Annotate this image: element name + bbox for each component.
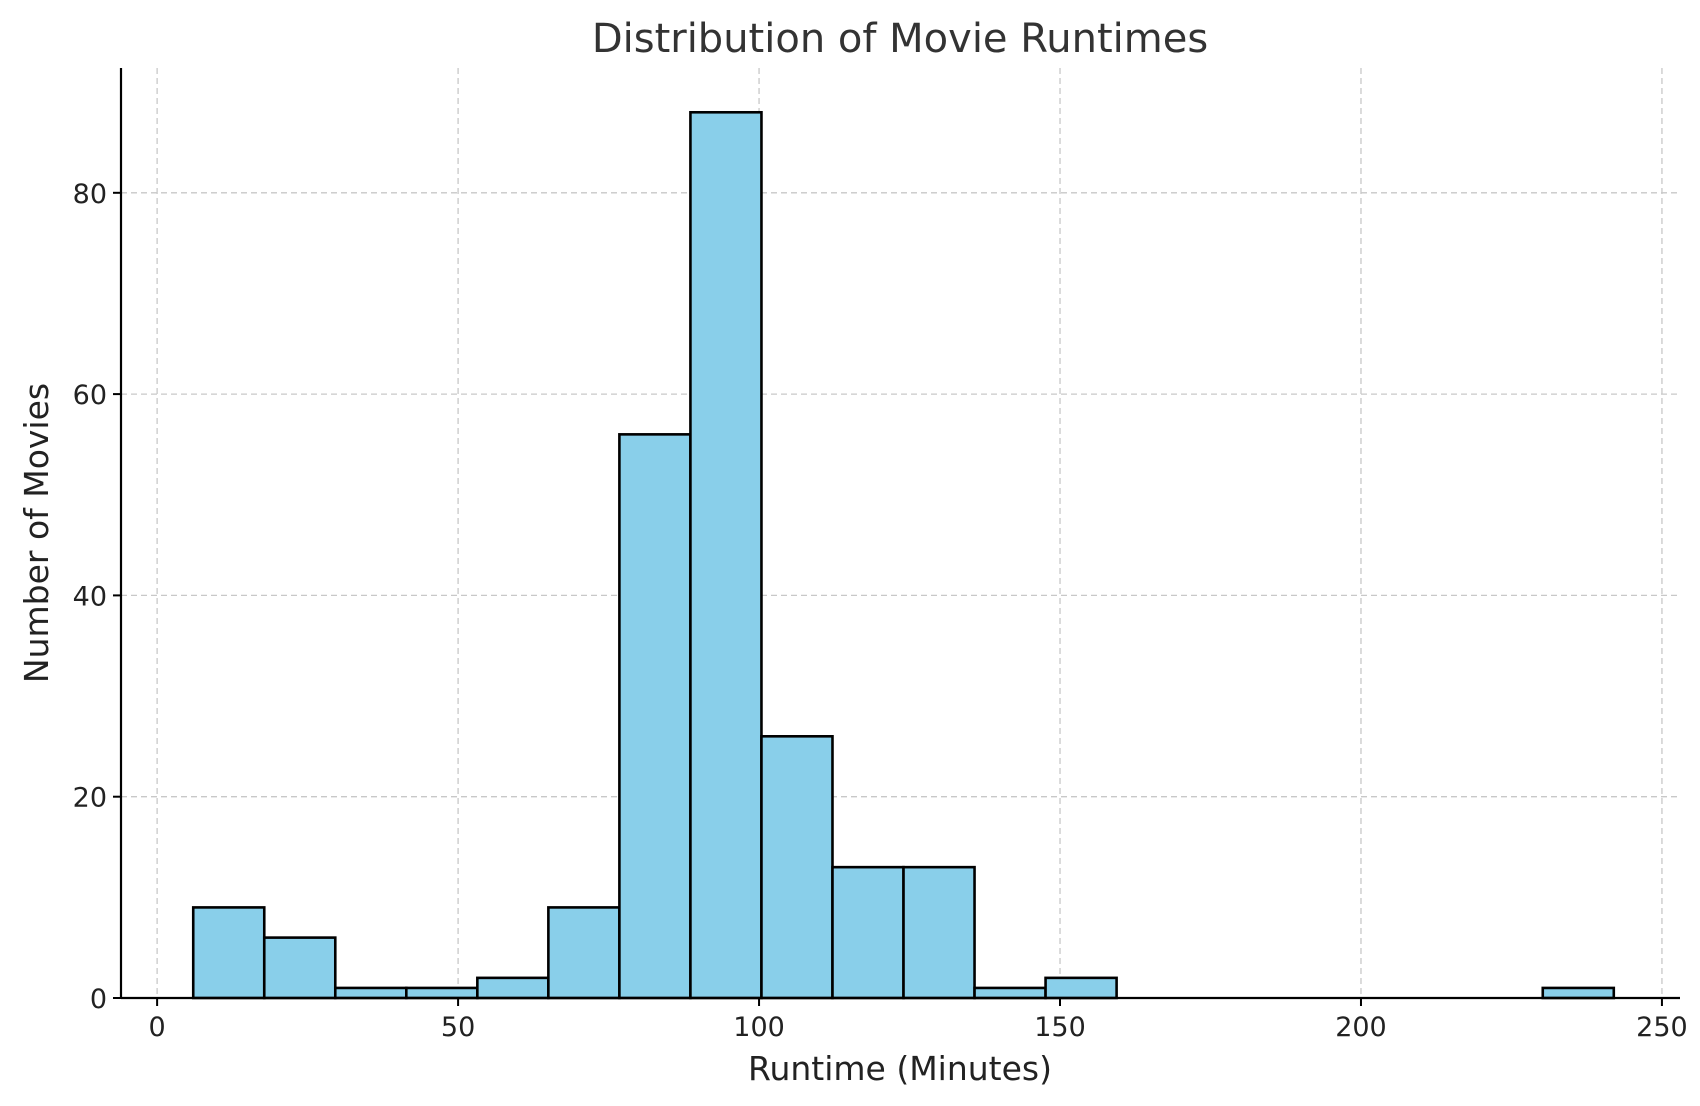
histogram-bar (760, 735, 834, 1000)
x-tick-label: 50 (441, 1012, 475, 1043)
y-tick-label: 40 (73, 581, 107, 612)
y-tick-label: 60 (73, 380, 107, 411)
histogram-bar (191, 906, 266, 1000)
x-tick-label: 250 (1636, 1012, 1688, 1043)
tick-layer: 0 50 100 150 200 250 0 20 40 60 80 (73, 179, 1688, 1043)
x-tick-label: 0 (149, 1012, 166, 1043)
axes-layer (119, 68, 1680, 1000)
histogram-bar (333, 986, 408, 1000)
histogram-bar (689, 110, 763, 1000)
x-tick-label: 200 (1335, 1012, 1387, 1043)
histogram-bar (973, 986, 1047, 1000)
y-axis-label: Number of Movies (17, 383, 56, 683)
histogram-bar (902, 865, 976, 1000)
x-axis-label: Runtime (Minutes) (748, 1049, 1052, 1088)
histogram-bar (831, 865, 905, 1000)
bar-layer (191, 110, 1616, 1000)
histogram-bar (618, 433, 692, 1000)
histogram-bar (1541, 986, 1616, 1000)
histogram-bar (547, 906, 621, 1000)
x-tick-label: 150 (1034, 1012, 1086, 1043)
x-tick-label: 100 (733, 1012, 785, 1043)
y-tick-label: 20 (73, 783, 107, 814)
y-tick-label: 0 (90, 984, 107, 1015)
histogram-bar (476, 976, 550, 1000)
y-tick-label: 80 (73, 179, 107, 210)
chart-title: Distribution of Movie Runtimes (592, 16, 1208, 62)
histogram-bar (262, 936, 337, 1000)
grid-layer (121, 68, 1680, 999)
histogram-bar (405, 986, 479, 1000)
histogram-bar (1044, 976, 1118, 1000)
